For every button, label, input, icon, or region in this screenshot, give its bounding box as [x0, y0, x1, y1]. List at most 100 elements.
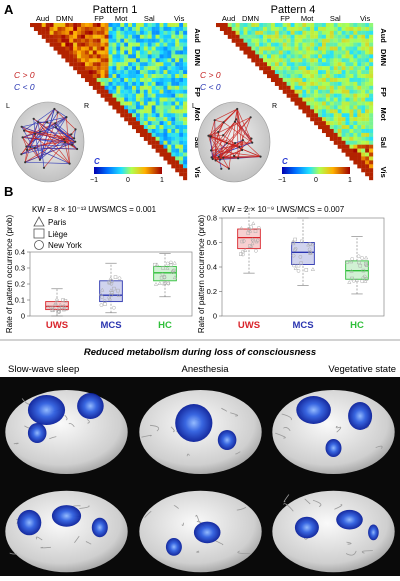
matrix-cell — [322, 109, 326, 113]
matrix-cell — [183, 39, 187, 43]
matrix-cell — [144, 121, 148, 125]
matrix-cell — [326, 133, 330, 137]
matrix-cell — [116, 27, 120, 31]
matrix-cell — [160, 145, 164, 149]
matrix-cell — [171, 109, 175, 113]
matrix-cell — [77, 47, 81, 51]
matrix-cell — [156, 31, 160, 35]
matrix-cell — [124, 109, 128, 113]
hypometabolism-region — [166, 538, 182, 556]
matrix-cell — [152, 109, 156, 113]
matrix-cell — [152, 70, 156, 74]
matrix-cell — [81, 43, 85, 47]
matrix-cell — [302, 105, 306, 109]
matrix-cell — [171, 105, 175, 109]
matrix-cell — [179, 102, 183, 106]
matrix-cell — [263, 66, 267, 70]
matrix-cell — [349, 39, 353, 43]
matrix-cell — [275, 70, 279, 74]
matrix-cell — [116, 47, 120, 51]
matrix-cell — [342, 102, 346, 106]
matrix-cell — [361, 90, 365, 94]
matrix-cell — [357, 145, 361, 149]
matrix-cell — [314, 70, 318, 74]
matrix-cell — [179, 50, 183, 54]
matrix-cell — [279, 62, 283, 66]
matrix-cell — [89, 74, 93, 78]
matrix-cell — [156, 70, 160, 74]
matrix-cell — [93, 66, 97, 70]
matrix-cell — [128, 54, 132, 58]
matrix-cell — [271, 50, 275, 54]
matrix-cell — [89, 54, 93, 58]
matrix-cell — [357, 35, 361, 39]
matrix-cell — [101, 23, 105, 27]
matrix-cell — [267, 50, 271, 54]
matrix-cell — [302, 50, 306, 54]
matrix-cell — [338, 133, 342, 137]
matrix-cell — [120, 23, 124, 27]
matrix-cell — [140, 90, 144, 94]
matrix-cell — [263, 70, 267, 74]
matrix-cell — [128, 62, 132, 66]
matrix-cell — [175, 23, 179, 27]
matrix-cell — [140, 133, 144, 137]
matrix-cell — [89, 39, 93, 43]
matrix-cell — [148, 141, 152, 145]
matrix-cell — [255, 31, 259, 35]
matrix-cell — [179, 27, 183, 31]
matrix-cell — [175, 109, 179, 113]
brain-2-right-label: R — [272, 103, 277, 110]
matrix-cell — [318, 23, 322, 27]
matrix-cell — [132, 54, 136, 58]
matrix-cell — [160, 58, 164, 62]
matrix-cell — [112, 58, 116, 62]
matrix-cell — [349, 90, 353, 94]
matrix-cell — [179, 172, 183, 176]
matrix-cell — [136, 121, 140, 125]
matrix-cell — [306, 113, 310, 117]
matrix-cell — [163, 141, 167, 145]
hypometabolism-region — [368, 525, 379, 541]
matrix-cell — [128, 82, 132, 86]
matrix-cell — [175, 98, 179, 102]
matrix-cell — [291, 86, 295, 90]
matrix-cell — [365, 98, 369, 102]
matrix-cell — [167, 160, 171, 164]
matrix-cell — [140, 94, 144, 98]
matrix-cell — [369, 43, 373, 47]
matrix-cell — [259, 27, 263, 31]
matrix-cell — [183, 66, 187, 70]
matrix-cell — [353, 145, 357, 149]
matrix-cell — [179, 121, 183, 125]
matrix-cell — [318, 35, 322, 39]
matrix-cell — [124, 117, 128, 121]
matrix-cell — [54, 27, 58, 31]
matrix-cell — [175, 78, 179, 82]
matrix-cell — [171, 50, 175, 54]
matrix-cell — [101, 35, 105, 39]
matrix-cell — [369, 90, 373, 94]
matrix-cell — [97, 66, 101, 70]
matrix-cell — [179, 153, 183, 157]
matrix-cell — [156, 133, 160, 137]
matrix-cell — [342, 31, 346, 35]
network-label-side: Mot — [379, 107, 388, 121]
matrix-cell — [128, 121, 132, 125]
matrix-cell — [287, 39, 291, 43]
matrix-cell — [338, 66, 342, 70]
matrix-cell — [69, 35, 73, 39]
matrix-cell — [69, 23, 73, 27]
matrix-cell — [247, 47, 251, 51]
matrix-cell — [171, 149, 175, 153]
matrix-cell — [338, 86, 342, 90]
matrix-cell — [183, 125, 187, 129]
matrix-cell — [271, 43, 275, 47]
matrix-cell — [140, 86, 144, 90]
matrix-cell — [326, 82, 330, 86]
matrix-cell — [183, 78, 187, 82]
matrix-cell — [101, 27, 105, 31]
matrix-cell — [263, 54, 267, 58]
matrix-cell — [342, 39, 346, 43]
matrix-cell — [287, 66, 291, 70]
